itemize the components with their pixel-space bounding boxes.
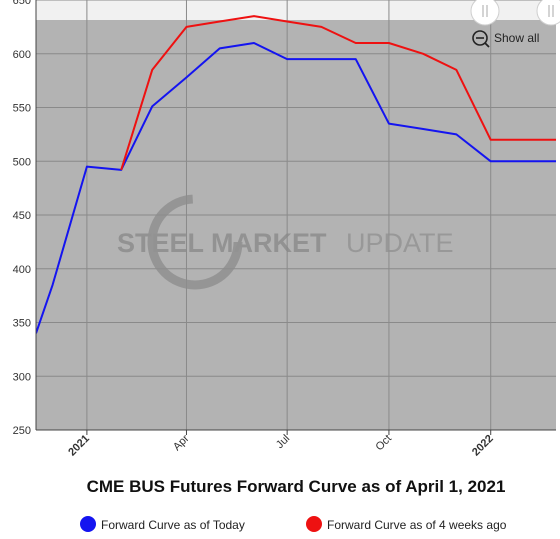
y-tick-label: 600 bbox=[13, 49, 31, 61]
y-tick-label: 400 bbox=[13, 264, 31, 276]
y-tick-label: 450 bbox=[13, 210, 31, 222]
x-tick-label: 2022 bbox=[470, 433, 496, 459]
legend: Forward Curve as of Today Forward Curve … bbox=[80, 516, 507, 532]
watermark-text-light: UPDATE bbox=[346, 228, 454, 258]
legend-label-4-weeks-ago: Forward Curve as of 4 weeks ago bbox=[327, 518, 507, 532]
y-tick-label: 550 bbox=[13, 103, 31, 115]
y-tick-label: 500 bbox=[13, 156, 31, 168]
legend-item-4-weeks-ago[interactable]: Forward Curve as of 4 weeks ago bbox=[306, 516, 507, 532]
y-axis-ticks: 250 300 350 400 450 500 550 600 650 bbox=[13, 0, 31, 437]
grid bbox=[36, 0, 556, 430]
y-tick-label: 650 bbox=[13, 0, 31, 7]
show-all-label: Show all bbox=[494, 31, 539, 45]
series-line-today[interactable] bbox=[36, 42, 556, 334]
range-selector-strip bbox=[36, 0, 556, 20]
range-handle-left[interactable] bbox=[470, 0, 500, 26]
legend-label-today: Forward Curve as of Today bbox=[101, 518, 245, 532]
watermark-logo: STEEL MARKET UPDATE bbox=[117, 194, 454, 290]
series-line-4-weeks-ago[interactable] bbox=[120, 15, 556, 171]
y-tick-label: 350 bbox=[13, 318, 31, 330]
zoom-out-icon bbox=[472, 30, 488, 46]
legend-item-today[interactable]: Forward Curve as of Today bbox=[80, 516, 245, 532]
y-tick-label: 300 bbox=[13, 371, 31, 383]
watermark-ring-icon bbox=[147, 194, 243, 290]
y-tick-label: 250 bbox=[13, 425, 31, 437]
show-all-button[interactable]: Show all bbox=[472, 30, 539, 48]
legend-marker-today bbox=[80, 516, 96, 532]
series-layer bbox=[36, 15, 556, 334]
x-tick-label: Oct bbox=[373, 433, 394, 454]
x-tick-label: Jul bbox=[274, 433, 292, 451]
chart-title: CME BUS Futures Forward Curve as of Apri… bbox=[87, 477, 506, 496]
x-axis-ticks: 2021 Apr Jul Oct 2022 bbox=[66, 430, 496, 458]
x-tick-label: 2021 bbox=[66, 433, 92, 459]
watermark-text-bold: STEEL MARKET bbox=[117, 228, 327, 258]
legend-marker-4-weeks-ago bbox=[306, 516, 322, 532]
range-handle-right[interactable] bbox=[536, 0, 560, 26]
x-tick-label: Apr bbox=[171, 432, 192, 453]
